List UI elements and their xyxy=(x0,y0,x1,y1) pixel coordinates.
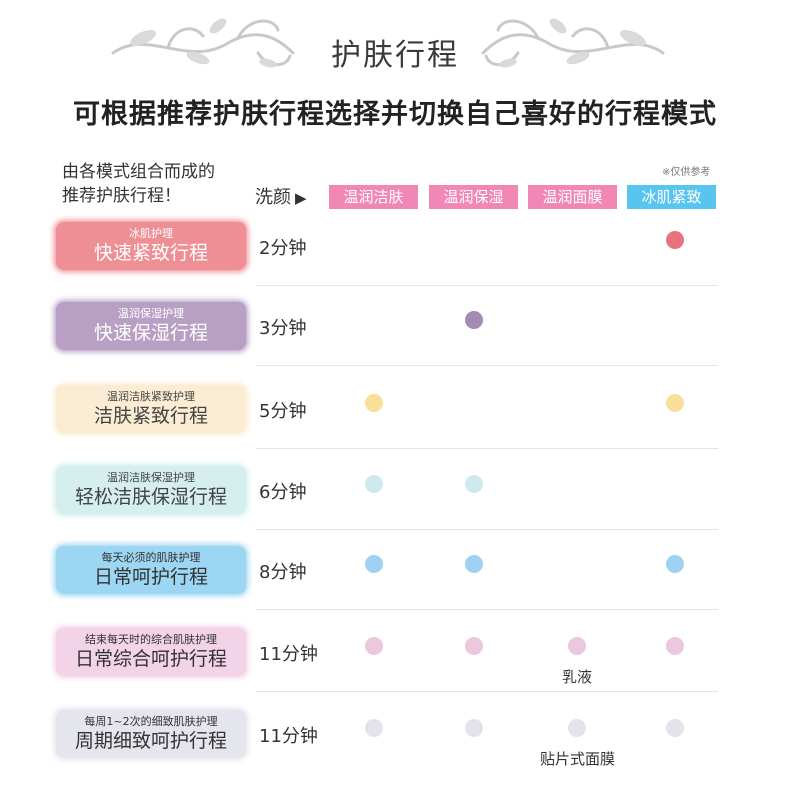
routine-duration: 11分钟 xyxy=(259,726,318,747)
left-floral-ornament-icon xyxy=(111,18,295,68)
routine-mode-name: 日常呵护行程 xyxy=(93,566,208,588)
routine-duration: 8分钟 xyxy=(259,562,307,583)
page-title: 护肤行程 xyxy=(331,38,459,73)
intro-line-1: 由各模式组合而成的 xyxy=(62,162,215,182)
step-dot xyxy=(666,394,684,412)
routine-mode-name: 快速紧致行程 xyxy=(93,242,208,264)
wash-text: 洗颜 xyxy=(255,187,291,208)
step-dot xyxy=(666,719,684,737)
step-dot xyxy=(465,555,483,573)
routine-mode-name: 日常综合呵护行程 xyxy=(74,648,227,670)
intro-line-2: 推荐护肤行程！ xyxy=(62,186,181,206)
step-dot xyxy=(465,637,483,655)
row-divider xyxy=(256,448,718,449)
routine-duration: 5分钟 xyxy=(259,401,307,422)
column-header-mask: 温润面膜 xyxy=(528,185,617,209)
routine-mode-caption: 温润保湿护理 xyxy=(118,307,184,320)
routine-mode-card: 冰肌护理快速紧致行程 xyxy=(56,222,246,270)
step-dot xyxy=(568,719,586,737)
step-dot xyxy=(666,637,684,655)
routine-mode-caption: 每周1~2次的细致肌肤护理 xyxy=(84,715,218,728)
row-divider xyxy=(256,691,718,692)
step-extra-note: 贴片式面膜 xyxy=(540,750,616,768)
step-dot xyxy=(465,719,483,737)
routine-duration: 11分钟 xyxy=(259,644,318,665)
row-divider xyxy=(256,529,718,530)
step-dot xyxy=(666,555,684,573)
column-header-moisturizing: 温润保湿 xyxy=(429,185,518,209)
routine-mode-caption: 每天必须的肌肤护理 xyxy=(101,551,201,564)
column-header-cleansing: 温润洁肤 xyxy=(329,185,418,209)
step-dot xyxy=(365,555,383,573)
right-floral-ornament-icon xyxy=(481,18,665,68)
routine-mode-card: 温润保湿护理快速保湿行程 xyxy=(56,302,246,350)
routine-mode-caption: 冰肌护理 xyxy=(129,227,173,240)
wash-label: 洗颜 ▶ xyxy=(255,183,307,209)
routine-duration: 3分钟 xyxy=(259,318,307,339)
intro-text: 由各模式组合而成的 推荐护肤行程！ xyxy=(62,160,262,208)
routine-mode-caption: 结束每天时的综合肌肤护理 xyxy=(85,633,217,646)
arrow-right-icon: ▶ xyxy=(295,189,307,207)
row-divider xyxy=(256,609,718,610)
routine-mode-name: 洁肤紧致行程 xyxy=(93,405,208,427)
page-subtitle: 可根据推荐护肤行程选择并切换自己喜好的行程模式 xyxy=(73,99,717,130)
step-dot xyxy=(568,637,586,655)
column-header-firming: 冰肌紧致 xyxy=(627,185,716,209)
routine-mode-caption: 温润洁肤保湿护理 xyxy=(107,471,195,484)
step-dot xyxy=(465,311,483,329)
reference-note: ※仅供参考 xyxy=(662,167,711,178)
step-dot xyxy=(365,475,383,493)
routine-mode-caption: 温润洁肤紧致护理 xyxy=(107,390,195,403)
routine-mode-card: 每周1~2次的细致肌肤护理周期细致呵护行程 xyxy=(56,710,246,758)
routine-duration: 6分钟 xyxy=(259,482,307,503)
routine-mode-card: 温润洁肤紧致护理洁肤紧致行程 xyxy=(56,385,246,433)
step-dot xyxy=(666,231,684,249)
routine-mode-name: 快速保湿行程 xyxy=(93,322,208,344)
routine-mode-card: 温润洁肤保湿护理轻松洁肤保湿行程 xyxy=(56,466,246,514)
routine-mode-name: 周期细致呵护行程 xyxy=(74,730,227,752)
step-dot xyxy=(465,475,483,493)
row-divider xyxy=(256,285,718,286)
step-dot xyxy=(365,394,383,412)
routine-mode-card: 每天必须的肌肤护理日常呵护行程 xyxy=(56,546,246,594)
routine-mode-card: 结束每天时的综合肌肤护理日常综合呵护行程 xyxy=(56,628,246,676)
row-divider xyxy=(256,365,718,366)
routine-duration: 2分钟 xyxy=(259,238,307,259)
step-extra-note: 乳液 xyxy=(562,668,593,686)
step-dot xyxy=(365,719,383,737)
step-dot xyxy=(365,637,383,655)
routine-mode-name: 轻松洁肤保湿行程 xyxy=(74,486,227,508)
